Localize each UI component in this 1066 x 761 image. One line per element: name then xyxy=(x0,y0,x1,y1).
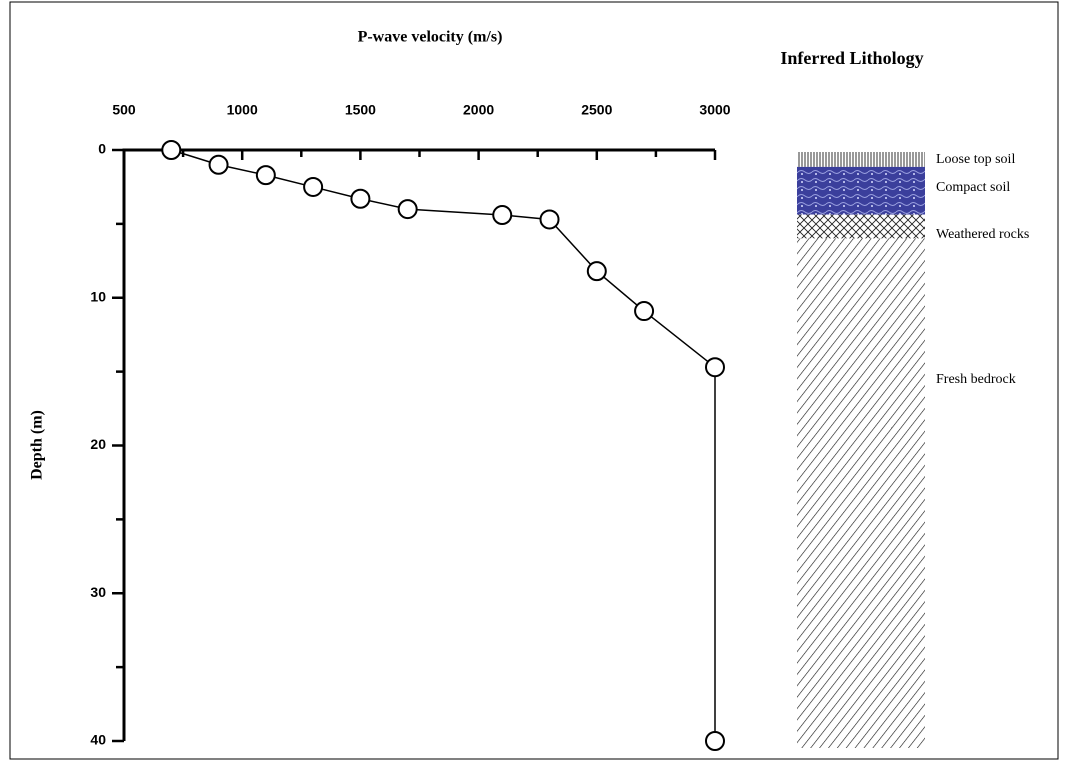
data-point xyxy=(492,205,513,226)
y-tick-label: 20 xyxy=(90,436,106,452)
x-tick-label: 500 xyxy=(112,102,136,118)
lithology-layer xyxy=(797,214,925,239)
y-tick-label: 30 xyxy=(90,584,106,600)
y-tick-label: 40 xyxy=(90,732,106,748)
data-point xyxy=(303,176,324,197)
data-point xyxy=(705,357,725,378)
x-tick-label: 1500 xyxy=(345,102,376,118)
data-point xyxy=(350,188,371,209)
lithology-layer xyxy=(797,238,925,749)
data-point xyxy=(634,301,655,322)
y-tick-label: 10 xyxy=(90,288,106,304)
lithology-layer xyxy=(797,152,925,167)
x-tick-label: 1000 xyxy=(227,102,258,118)
lithology-layer xyxy=(797,166,925,215)
chart-title: P-wave velocity (m/s) xyxy=(358,29,503,46)
lithology-label: Weathered rocks xyxy=(936,227,1029,242)
y-axis-label: Depth (m) xyxy=(29,410,46,480)
x-tick-label: 2000 xyxy=(463,102,494,118)
lithology-label: Compact soil xyxy=(936,180,1010,195)
lithology-label: Loose top soil xyxy=(936,152,1015,167)
data-line xyxy=(171,149,716,741)
data-point xyxy=(586,261,607,282)
data-point xyxy=(397,199,418,220)
x-tick-label: 3000 xyxy=(699,102,730,118)
lithology-label: Fresh bedrock xyxy=(936,372,1016,387)
lithology-title: Inferred Lithology xyxy=(780,48,923,68)
data-point xyxy=(208,154,229,175)
x-tick-label: 2500 xyxy=(581,102,612,118)
data-point xyxy=(255,165,276,186)
data-point xyxy=(161,140,182,160)
frame xyxy=(9,1,1059,760)
y-tick-label: 0 xyxy=(98,141,106,157)
data-point xyxy=(539,209,560,230)
data-point xyxy=(705,731,725,751)
